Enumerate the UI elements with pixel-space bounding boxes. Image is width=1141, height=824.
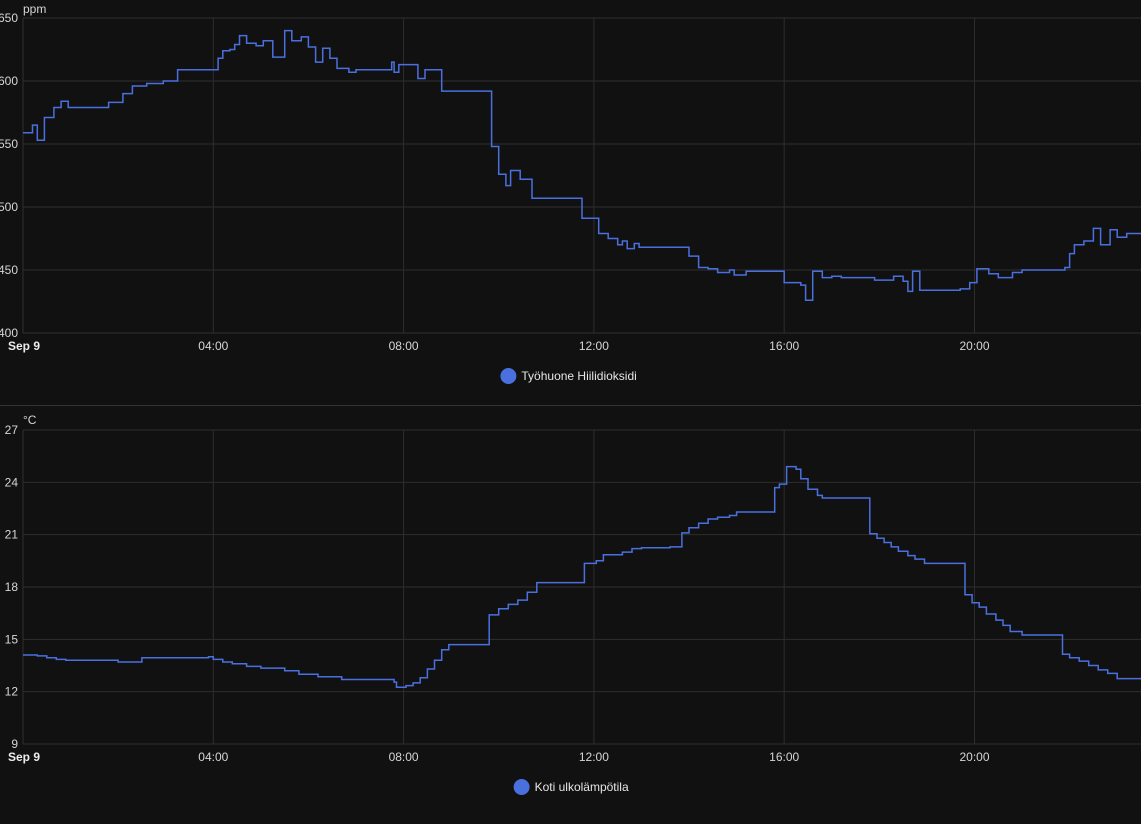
y-tick-label: 12 [5, 685, 19, 699]
legend-label: Työhuone Hiilidioksidi [521, 369, 636, 383]
x-tick-label: 20:00 [959, 750, 989, 764]
temperature-chart: 9 12 15 18 21 24 27 Sep 9 04:00 08:00 12:00 16:00 20… [5, 413, 1141, 795]
x-tick-label: 08:00 [389, 339, 419, 353]
y-tick-label: 550 [0, 137, 18, 151]
x-tick-label: 08:00 [389, 750, 419, 764]
legend-swatch [513, 779, 530, 795]
y-unit-label: °C [23, 413, 37, 427]
y-tick-label: 9 [11, 737, 18, 751]
x-tick-label: 04:00 [198, 750, 228, 764]
y-tick-label: 15 [5, 632, 19, 646]
y-tick-label: 21 [5, 528, 19, 542]
x-tick-label: 12:00 [579, 750, 609, 764]
chart-divider [0, 405, 1141, 406]
x-tick-label: 04:00 [198, 339, 228, 353]
y-tick-label: 24 [5, 475, 19, 489]
legend-label: Koti ulkolämpötila [535, 780, 629, 794]
x-tick-label: 20:00 [959, 339, 989, 353]
x-tick-label: 16:00 [769, 750, 799, 764]
y-unit-label: ppm [23, 2, 46, 16]
y-tick-label: 450 [0, 263, 18, 277]
x-tick-label: 12:00 [579, 339, 609, 353]
legend-item[interactable]: Työhuone Hiilidioksidi [500, 368, 637, 384]
x-tick-label: Sep 9 [8, 339, 40, 353]
y-tick-label: 27 [5, 423, 19, 437]
y-tick-label: 650 [0, 11, 18, 25]
y-tick-label: 500 [0, 200, 18, 214]
series-line[interactable] [23, 29, 1141, 301]
y-tick-label: 600 [0, 74, 18, 88]
co2-chart: 400 450 500 550 600 650 Sep 9 04:00 08:00 12:00 16… [0, 2, 1141, 384]
y-tick-label: 400 [0, 326, 18, 340]
x-tick-label: 16:00 [769, 339, 799, 353]
y-tick-label: 18 [5, 580, 19, 594]
series-line[interactable] [23, 465, 1141, 689]
legend-swatch [500, 368, 517, 384]
x-tick-label: Sep 9 [8, 750, 40, 764]
legend-item[interactable]: Koti ulkolämpötila [513, 779, 629, 795]
